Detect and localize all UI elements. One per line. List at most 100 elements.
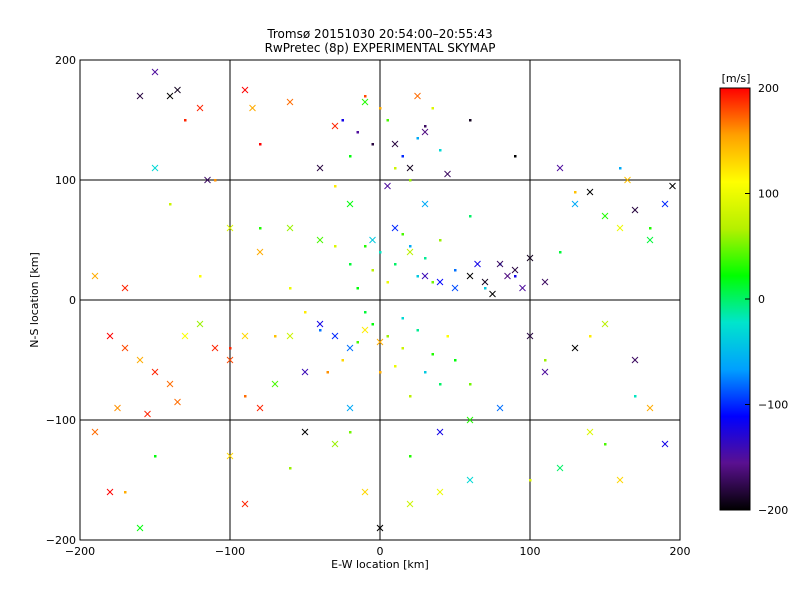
scatter-cross: [571, 200, 579, 208]
scatter-dot: [409, 395, 412, 398]
scatter-dot: [439, 383, 442, 386]
scatter-dot: [409, 245, 412, 248]
scatter-cross: [151, 368, 159, 376]
scatter-cross: [346, 344, 354, 352]
scatter-cross: [136, 524, 144, 532]
scatter-dot: [589, 335, 592, 338]
scatter-dot: [469, 215, 472, 218]
colorbar-ticks: 200 100 0 −100 −200: [745, 82, 788, 517]
scatter-dot: [319, 329, 322, 332]
scatter-cross: [406, 164, 414, 172]
x-tick-label: 100: [520, 545, 541, 558]
scatter-cross: [526, 254, 534, 262]
scatter-dot: [326, 371, 329, 374]
scatter-cross: [436, 428, 444, 436]
scatter-dot: [401, 317, 404, 320]
scatter-dot: [544, 359, 547, 362]
scatter-dot: [364, 311, 367, 314]
scatter-dot: [424, 125, 427, 128]
scatter-cross: [361, 98, 369, 106]
scatter-dot: [199, 275, 202, 278]
scatter-cross: [571, 344, 579, 352]
scatter-cross: [316, 164, 324, 172]
scatter-dot: [446, 335, 449, 338]
scatter-dot: [371, 269, 374, 272]
scatter-dot: [364, 95, 367, 98]
scatter-cross: [151, 164, 159, 172]
scatter-cross: [414, 92, 421, 100]
scatter-cross: [91, 428, 99, 436]
scatter-dot: [124, 491, 127, 494]
scatter-cross: [616, 476, 624, 484]
scatter-dot: [416, 275, 419, 278]
scatter-cross: [241, 86, 249, 94]
scatter-dot: [349, 263, 352, 266]
scatter-dot: [394, 365, 397, 368]
scatter-dot: [394, 167, 397, 170]
scatter-cross: [144, 410, 151, 418]
scatter-dot: [341, 119, 344, 122]
scatter-cross: [91, 272, 99, 280]
scatter-cross: [301, 368, 309, 376]
scatter-cross: [661, 200, 669, 208]
scatter-cross: [301, 428, 309, 436]
scatter-cross: [421, 200, 429, 208]
scatter-dot: [634, 395, 637, 398]
scatter-cross: [361, 488, 369, 496]
scatter-dot: [364, 245, 367, 248]
scatter-cross: [196, 104, 204, 112]
scatter-cross: [196, 320, 204, 328]
scatter-dot: [454, 269, 457, 272]
scatter-cross: [361, 326, 369, 334]
scatter-cross: [174, 86, 181, 94]
scatter-cross: [586, 188, 594, 196]
scatter-dot: [431, 281, 434, 284]
scatter-cross: [631, 356, 639, 364]
scatter-dot: [619, 167, 622, 170]
scatter-cross: [616, 224, 624, 232]
scatter-cross: [331, 332, 339, 340]
scatter-cross: [669, 182, 676, 190]
scatter-dot: [401, 155, 404, 158]
scatter-cross: [174, 398, 181, 406]
scatter-cross: [519, 284, 526, 292]
scatter-dot: [289, 287, 292, 290]
scatter-cross: [466, 416, 474, 424]
scatter-cross: [436, 488, 444, 496]
scatter-cross: [136, 356, 144, 364]
scatter-cross: [346, 200, 354, 208]
scatter-cross: [421, 128, 429, 136]
scatter-dot: [356, 287, 359, 290]
scatter-cross: [601, 320, 609, 328]
scatter-dot: [371, 143, 374, 146]
scatter-cross: [504, 272, 511, 280]
y-axis-ticks: −200 −100 0 100 200: [46, 54, 86, 547]
y-axis-label: N-S location [km]: [28, 252, 41, 348]
scatter-cross: [136, 92, 144, 100]
scatter-dot: [274, 335, 277, 338]
scatter-dot: [259, 143, 262, 146]
scatter-cross: [541, 368, 549, 376]
scatter-dot: [386, 119, 389, 122]
scatter-dot: [394, 263, 397, 266]
scatter-cross: [496, 404, 504, 412]
y-tick-label: −200: [46, 534, 76, 547]
scatter-cross: [406, 248, 414, 256]
scatter-dot: [424, 257, 427, 260]
x-axis-ticks: −200 −100 0 100 200: [65, 534, 691, 558]
scatter-cross: [384, 182, 391, 190]
scatter-cross: [271, 380, 279, 388]
scatter-cross: [286, 224, 294, 232]
scatter-cross: [474, 260, 481, 268]
scatter-cross: [121, 284, 129, 292]
scatter-cross: [211, 344, 219, 352]
scatter-dot: [454, 359, 457, 362]
scatter-cross: [204, 176, 211, 184]
y-tick-label: 100: [55, 174, 76, 187]
scatter-cross: [114, 404, 121, 412]
scatter-cross: [496, 260, 504, 268]
scatter-cross: [181, 332, 189, 340]
scatter-cross: [369, 236, 376, 244]
colorbar-unit-label: [m/s]: [722, 72, 751, 85]
scatter-dot: [214, 179, 217, 182]
